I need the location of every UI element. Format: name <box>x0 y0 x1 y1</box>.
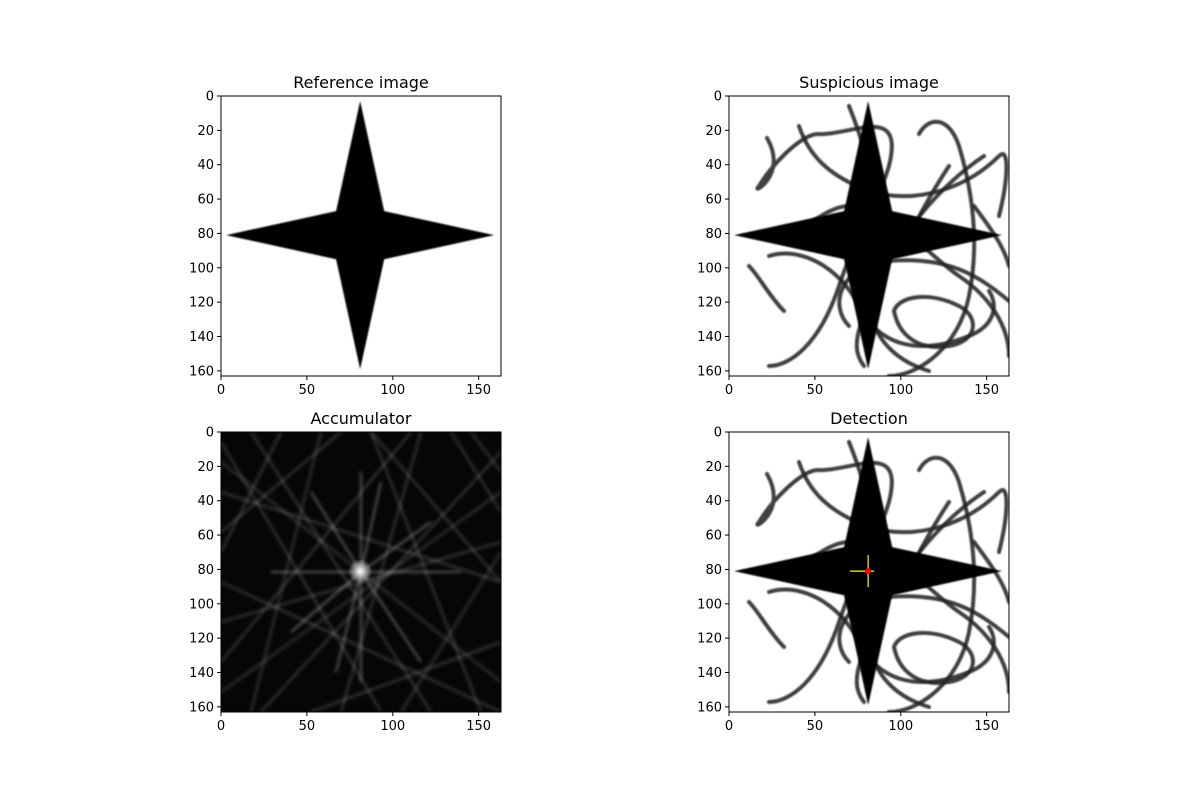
image-area <box>221 432 501 712</box>
y-tick-label: 140 <box>189 666 214 681</box>
panel-title: Reference image <box>293 73 429 92</box>
y-tick-label: 140 <box>697 330 722 345</box>
y-tick-label: 80 <box>705 563 722 578</box>
y-tick-label: 100 <box>697 261 722 276</box>
image-area <box>729 96 1009 376</box>
y-tick-label: 120 <box>697 632 722 647</box>
y-tick-label: 160 <box>697 364 722 379</box>
y-tick-label: 0 <box>206 426 214 441</box>
y-tick-label: 140 <box>189 330 214 345</box>
y-tick-label: 140 <box>697 666 722 681</box>
y-tick-label: 0 <box>714 90 722 105</box>
detection-marker <box>865 568 872 575</box>
y-tick-label: 20 <box>197 460 214 475</box>
x-tick-label: 0 <box>217 383 225 398</box>
panel-title: Detection <box>830 409 908 428</box>
x-tick-label: 150 <box>466 383 491 398</box>
x-tick-label: 100 <box>888 719 913 734</box>
star-shape <box>734 101 1003 370</box>
image-area <box>729 432 1009 712</box>
y-tick-label: 60 <box>705 193 722 208</box>
star-shape <box>226 101 495 370</box>
axes-frame <box>220 431 502 713</box>
panel-title: Accumulator <box>310 409 411 428</box>
y-tick-label: 160 <box>189 364 214 379</box>
y-tick-label: 20 <box>197 124 214 139</box>
image-area <box>221 96 501 376</box>
x-tick-label: 150 <box>974 383 999 398</box>
x-tick-label: 0 <box>725 383 733 398</box>
y-tick-label: 0 <box>714 426 722 441</box>
y-tick-label: 40 <box>197 158 214 173</box>
y-tick-label: 120 <box>697 296 722 311</box>
y-tick-label: 60 <box>705 529 722 544</box>
axes-frame <box>728 431 1010 713</box>
y-tick-label: 60 <box>197 529 214 544</box>
y-tick-label: 160 <box>189 700 214 715</box>
x-tick-label: 0 <box>725 719 733 734</box>
x-tick-label: 100 <box>380 719 405 734</box>
x-tick-label: 150 <box>974 719 999 734</box>
y-tick-label: 0 <box>206 90 214 105</box>
y-tick-label: 80 <box>705 227 722 242</box>
accumulator-peak <box>348 559 373 584</box>
y-tick-label: 120 <box>189 632 214 647</box>
x-tick-label: 100 <box>380 383 405 398</box>
y-tick-label: 80 <box>197 227 214 242</box>
y-tick-label: 20 <box>705 460 722 475</box>
axes-frame <box>220 95 502 377</box>
y-tick-label: 100 <box>697 597 722 612</box>
y-tick-label: 40 <box>197 494 214 509</box>
panel-accumulator: Accumulator <box>189 409 502 734</box>
x-tick-label: 50 <box>807 383 824 398</box>
panel-detection: Detection 0 50 100 150 0 20 40 <box>697 409 1010 734</box>
y-tick-label: 120 <box>189 296 214 311</box>
y-tick-label: 60 <box>197 193 214 208</box>
axes-frame <box>728 95 1010 377</box>
x-tick-label: 100 <box>888 383 913 398</box>
x-tick-label: 50 <box>299 383 316 398</box>
panel-title: Suspicious image <box>799 73 939 92</box>
panel-reference: Reference image 0 50 100 150 0 20 40 60 80 100 120… <box>189 73 502 398</box>
x-tick-label: 50 <box>299 719 316 734</box>
y-tick-label: 40 <box>705 158 722 173</box>
y-tick-label: 160 <box>697 700 722 715</box>
y-tick-label: 40 <box>705 494 722 509</box>
x-tick-label: 0 <box>217 719 225 734</box>
x-tick-label: 50 <box>807 719 824 734</box>
y-tick-label: 100 <box>189 597 214 612</box>
y-tick-label: 80 <box>197 563 214 578</box>
y-tick-label: 100 <box>189 261 214 276</box>
panel-suspicious: Suspicious image 0 50 100 150 0 20 40 60 80 100 12… <box>697 73 1010 398</box>
x-tick-label: 150 <box>466 719 491 734</box>
y-tick-label: 20 <box>705 124 722 139</box>
